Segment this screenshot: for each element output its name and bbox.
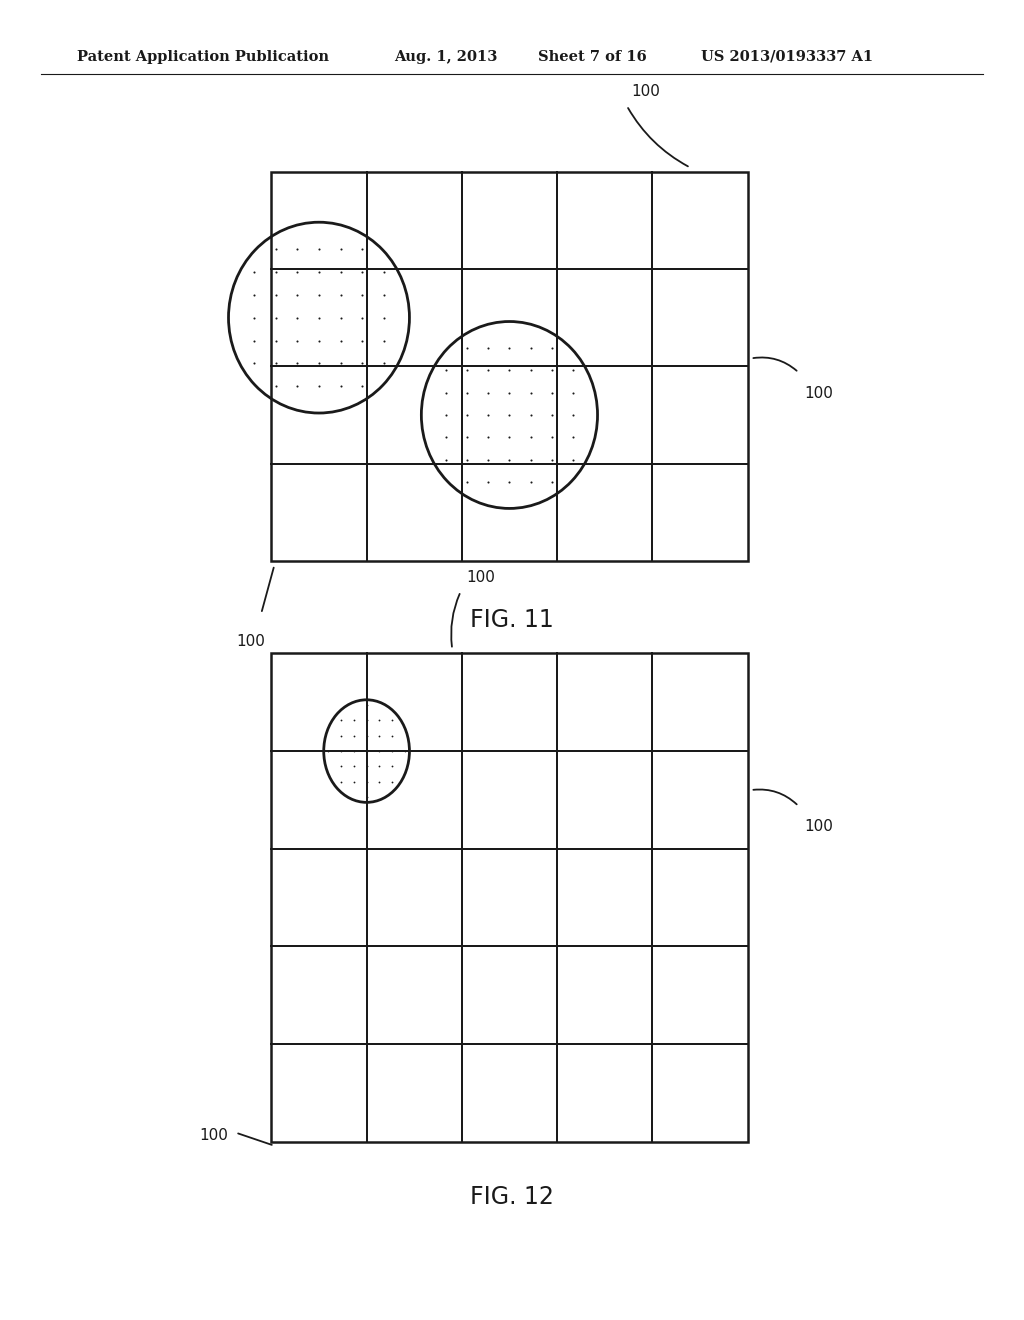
Text: FIG. 12: FIG. 12 [470,1185,554,1209]
Text: US 2013/0193337 A1: US 2013/0193337 A1 [701,50,873,63]
Text: 100: 100 [466,570,495,585]
Text: Aug. 1, 2013: Aug. 1, 2013 [394,50,498,63]
Text: 100: 100 [632,84,660,99]
Text: Sheet 7 of 16: Sheet 7 of 16 [538,50,646,63]
Text: FIG. 11: FIG. 11 [470,609,554,632]
Bar [271,172,748,561]
Text: 100: 100 [237,634,265,648]
Text: Patent Application Publication: Patent Application Publication [77,50,329,63]
Text: 100: 100 [804,820,833,834]
Text: 100: 100 [200,1127,228,1143]
Text: 100: 100 [804,385,833,401]
Bar [271,653,748,1142]
